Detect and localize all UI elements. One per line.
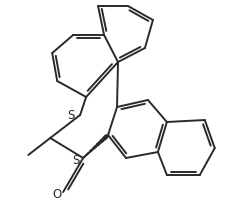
Text: O: O bbox=[52, 188, 61, 201]
Text: S: S bbox=[72, 154, 79, 167]
Text: S: S bbox=[67, 109, 75, 121]
